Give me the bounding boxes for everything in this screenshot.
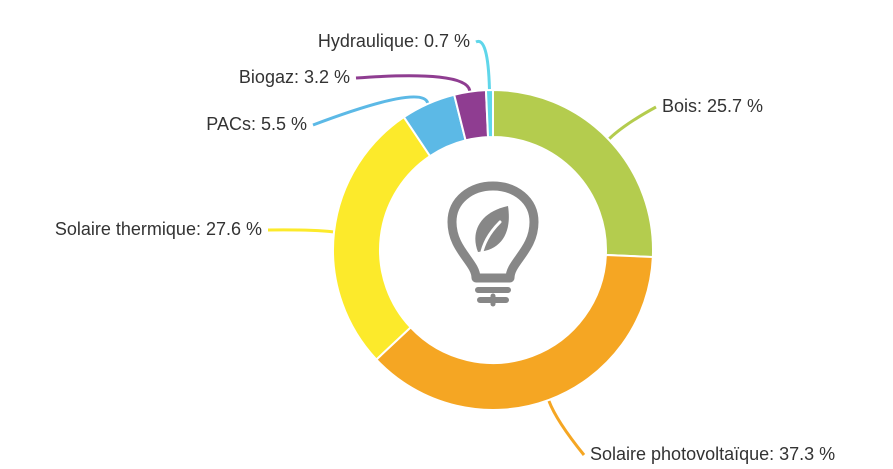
data-label: Biogaz: 3.2 % xyxy=(239,67,350,87)
data-label: PACs: 5.5 % xyxy=(206,114,307,134)
data-label: Bois: 25.7 % xyxy=(662,96,763,116)
leader-line xyxy=(547,400,586,456)
data-label: Solaire thermique: 27.6 % xyxy=(55,219,262,239)
data-label: Solaire photovoltaïque: 37.3 % xyxy=(590,444,835,464)
leader-line xyxy=(267,228,334,234)
donut-segment xyxy=(374,253,654,411)
leader-line xyxy=(608,105,657,140)
bulb-outline xyxy=(447,181,539,283)
leader-line xyxy=(475,39,491,90)
donut-segment xyxy=(484,88,494,139)
data-label: Hydraulique: 0.7 % xyxy=(318,31,470,51)
leader-line xyxy=(355,74,472,92)
leaf-vein xyxy=(478,220,502,264)
center-icon xyxy=(447,181,539,307)
leader-line xyxy=(312,95,430,127)
donut-segment xyxy=(332,115,432,361)
donut-segment xyxy=(492,88,654,259)
